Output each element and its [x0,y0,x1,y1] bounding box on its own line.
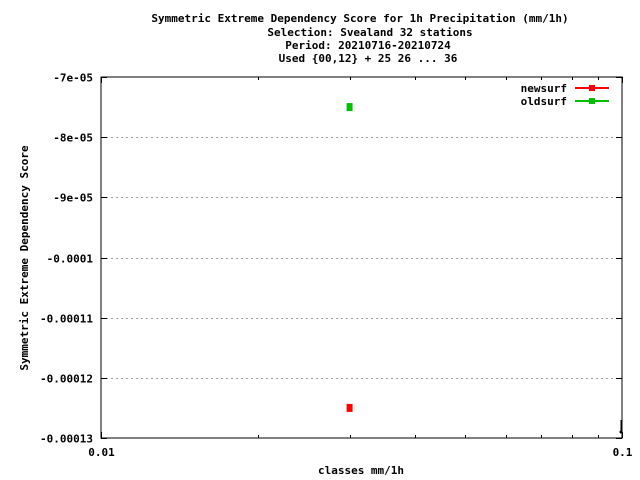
y-tick-label: -0.00013 [40,433,93,446]
y-tick-labels: -7e-05 -8e-05 -9e-05 -0.0001 -0.00011 -0.0001… [40,72,93,446]
legend-marker-newsurf [589,85,595,91]
plot-area [100,76,623,439]
legend-label-newsurf: newsurf [521,82,567,95]
x-tick-label: 0.01 [88,446,115,459]
point-oldsurf [346,103,353,112]
y-tick-label: -0.00012 [40,373,93,386]
y-tick-label: -8e-05 [53,132,93,145]
chart-title-line-4: Used {00,12} + 25 26 ... 36 [279,52,458,65]
x-tick-label: 0.1 [613,446,633,459]
legend-label-oldsurf: oldsurf [521,95,567,108]
x-tick-labels: 0.01 0.1 [88,446,633,459]
point-newsurf [346,403,353,412]
chart-title-line-1: Symmetric Extreme Dependency Score for 1… [151,12,568,25]
data-points [346,103,353,412]
grid-lines [101,137,622,379]
chart-title-line-2: Selection: Svealand 32 stations [267,26,472,39]
legend-marker-oldsurf [589,98,595,104]
x-axis-label: classes mm/1h [318,464,404,477]
edge-mark-dot [619,430,623,434]
chart-title-line-3: Period: 20210716-20210724 [285,39,451,52]
y-tick-label: -0.00011 [40,313,93,326]
y-tick-label: -9e-05 [53,192,93,205]
y-tick-label: -0.0001 [47,253,94,266]
y-axis-label: Symmetric Extreme Dependency Score [18,145,31,371]
y-tick-label: -7e-05 [53,72,93,85]
